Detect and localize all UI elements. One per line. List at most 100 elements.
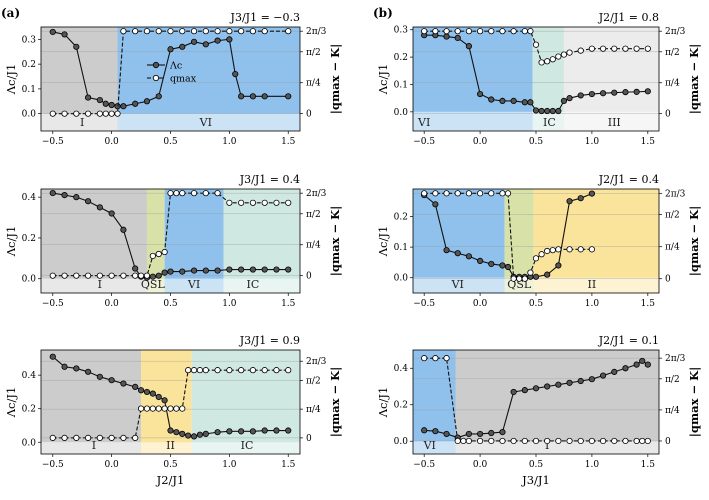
qmax-point [577,47,584,54]
y-tick-label: 0.2 [394,213,408,223]
region-strip-VI [117,113,300,131]
lambda-point [488,429,495,437]
qmax-line [52,30,289,115]
qmax-point [173,190,180,197]
lambda-point [108,101,115,109]
region-label: II [588,278,597,291]
panel-1: −0.5 0.0 0.5 1.0 1.5 0.0 0.1 0.2 0.3 0 π/4 π/2 2π/3 Λ… [1,6,342,147]
region-I [41,189,147,279]
region-IC [532,27,564,112]
x-axis-label: J3/J1 [521,473,550,487]
lambda-point [499,262,506,269]
y2-tick-label: π/2 [665,211,680,221]
lambda-point [108,210,115,217]
lambda-point [555,107,562,115]
y2-tick-label: 2π/3 [665,189,686,199]
qmax-point [149,252,156,260]
y-tick-label: 0.1 [394,243,408,253]
qmax-point [49,434,56,441]
lambda-point [622,89,629,96]
lambda-point [555,262,562,269]
qmax-point [249,28,257,35]
lambda-point [544,107,551,115]
lambda-point [226,428,233,435]
lambda-point [249,266,257,273]
region-strip-I [41,113,118,131]
qmax-point [102,110,109,117]
lambda-point [238,266,245,273]
lambda-point [611,89,618,96]
qmax-point [84,272,92,279]
lambda-point [102,100,109,107]
qmax-point [566,246,573,253]
qmax-point [273,367,280,374]
x-tick-label: −0.5 [413,460,435,470]
panel-2: −0.5 0.0 0.5 1.0 1.5 0.0 0.2 0.4 0 π/4 π/2 2π/3 Λc/J… [4,173,342,309]
qmax-point [73,272,80,279]
qmax-point [167,28,174,35]
lambda-point [555,381,562,388]
lambda-point [214,37,221,44]
qmax-point [202,28,209,35]
qmax-point [521,275,528,282]
y-tick-label: 0.4 [22,193,37,203]
qmax-point [432,190,439,197]
lambda-point [273,427,280,434]
lambda-point [167,268,174,275]
lambda-point [488,260,495,268]
qmax-point [238,199,245,206]
qmax-point [499,190,506,197]
lambda-point [149,273,156,280]
x-tick-label: 0.0 [473,460,488,470]
qmax-point [644,437,651,445]
qmax-point [510,275,517,282]
region-strip-VI [413,111,533,131]
y2-tick-label: 2π/3 [306,189,327,199]
lambda-point [432,201,439,208]
lambda-point [202,267,209,274]
lambda-point [190,38,198,45]
y-axis-label: Λc/J1 [4,387,18,419]
lambda-point [521,99,528,106]
lambda-point [73,43,80,50]
qmax-point [96,434,103,441]
qmax-point [120,28,127,35]
lambda-point [190,267,198,274]
x-tick-label: −0.5 [42,299,64,309]
region-I [455,350,659,442]
lambda-point [143,98,151,105]
lambda-point [108,377,115,384]
qmax-point [639,437,646,445]
qmax-point [149,405,156,412]
qmax-point [555,246,562,253]
lambda-point [155,272,162,279]
lambda-point [527,99,534,106]
region-III [563,27,659,112]
qmax-point [504,190,512,197]
x-tick-label: −0.5 [413,137,435,147]
qmax-point [454,28,461,35]
lambda-point [179,430,186,437]
qmax-point [273,199,280,206]
lambda-point [143,388,151,396]
region-label: VI [187,278,200,291]
qmax-point [214,28,221,35]
lambda-point [238,428,245,435]
lambda-point [261,266,268,273]
qmax-point [190,28,198,35]
x-tick-label: 1.0 [222,299,237,309]
qmax-point [588,437,596,445]
x-tick-label: 1.0 [222,460,237,470]
qmax-point [499,437,506,445]
lambda-point [577,195,584,202]
qmax-point [49,272,56,279]
lambda-point [137,387,145,394]
qmax-point [84,434,92,441]
qmax-point [132,272,139,279]
qmax-point [521,28,528,35]
lambda-point [96,96,103,104]
region-strip-QSL [504,277,534,293]
qmax-point [532,437,540,445]
x-tick-label: −0.5 [42,460,64,470]
qmax-point [143,28,151,35]
